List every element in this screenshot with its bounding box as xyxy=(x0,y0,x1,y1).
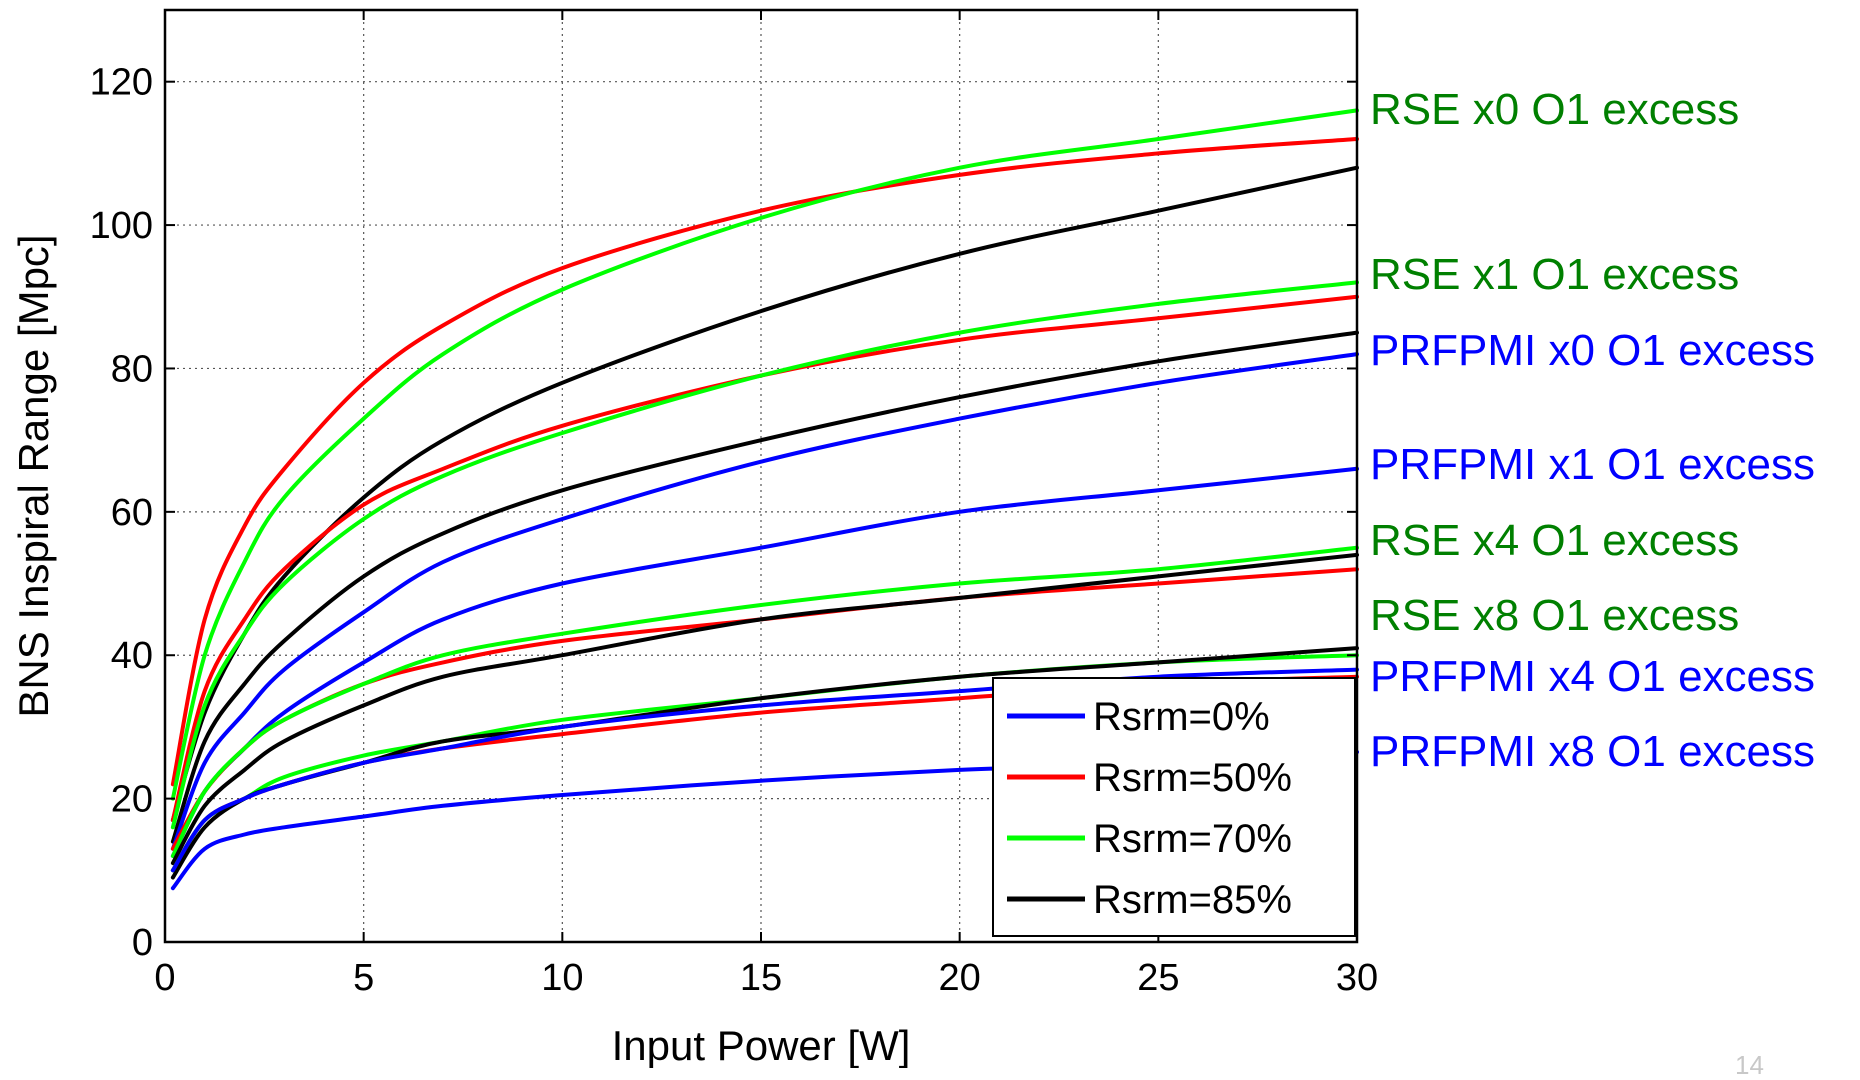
legend-label-2: Rsrm=70% xyxy=(1093,817,1292,861)
annotation-label-4: RSE x4 O1 excess xyxy=(1370,515,1740,565)
series-line-5 xyxy=(170,330,1359,844)
series-line-9 xyxy=(170,545,1359,858)
series-line-6 xyxy=(170,352,1359,851)
legend-label-0: Rsrm=0% xyxy=(1093,695,1270,739)
series-line-4 xyxy=(170,280,1359,830)
y-tick-label-4: 80 xyxy=(111,348,153,390)
x-tick-label-4: 20 xyxy=(939,957,981,999)
x-tick-label-2: 10 xyxy=(541,957,583,999)
annotation-label-3: PRFPMI x1 O1 excess xyxy=(1370,440,1816,490)
x-tick-label-5: 25 xyxy=(1137,957,1179,999)
annotation-label-1: RSE x1 O1 excess xyxy=(1370,250,1740,300)
slide-number: 14 xyxy=(1735,1050,1764,1080)
x-tick-label-0: 0 xyxy=(154,957,175,999)
series-line-3 xyxy=(170,294,1359,823)
annotation-label-5: RSE x8 O1 excess xyxy=(1370,590,1740,640)
annotation-label-6: PRFPMI x4 O1 excess xyxy=(1370,651,1816,701)
series-line-10 xyxy=(170,552,1359,866)
y-tick-label-0: 0 xyxy=(132,922,153,964)
y-tick-label-5: 100 xyxy=(90,205,153,247)
annotation-label-2: PRFPMI x0 O1 excess xyxy=(1370,325,1816,375)
annotation-label-0: RSE x0 O1 excess xyxy=(1370,85,1740,135)
annotation-label-7: PRFPMI x8 O1 excess xyxy=(1370,727,1816,776)
y-tick-label-2: 40 xyxy=(111,635,153,677)
y-tick-label-3: 60 xyxy=(111,492,153,534)
series-line-1 xyxy=(170,108,1359,801)
legend-label-1: Rsrm=50% xyxy=(1093,756,1292,800)
legend: Rsrm=0% Rsrm=50% Rsrm=70% Rsrm=85% xyxy=(992,677,1356,937)
y-axis-label: BNS Inspiral Range [Mpc] xyxy=(10,234,57,717)
legend-box xyxy=(992,677,1356,937)
x-tick-label-6: 30 xyxy=(1336,957,1378,999)
y-tick-label-1: 20 xyxy=(111,779,153,821)
x-axis-label: Input Power [W] xyxy=(612,1022,911,1068)
legend-label-3: Rsrm=85% xyxy=(1093,878,1292,922)
x-tick-label-3: 15 xyxy=(740,957,782,999)
axis-ticks: 0 5 10 15 20 25 30 0 20 40 60 80 100 120 xyxy=(90,10,1378,999)
y-tick-label-6: 120 xyxy=(90,62,153,104)
x-tick-label-1: 5 xyxy=(353,957,374,999)
series-line-0 xyxy=(170,137,1359,787)
grid-lines xyxy=(165,10,1357,942)
